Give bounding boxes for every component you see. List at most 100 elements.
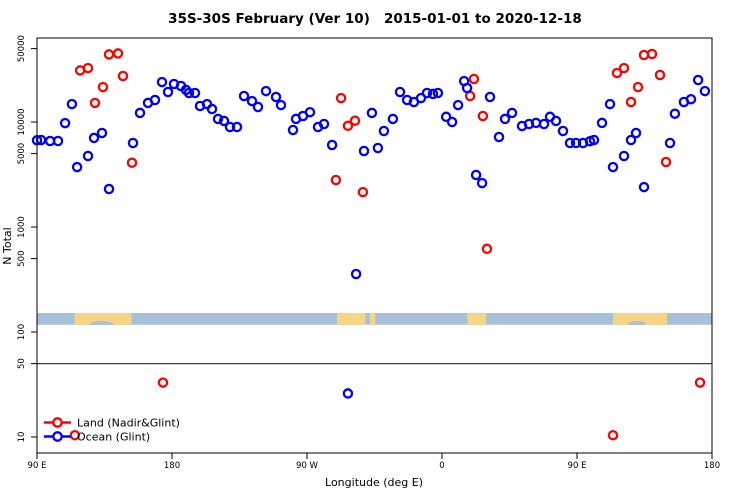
data-point-ocean (493, 131, 505, 143)
data-point-land (82, 62, 94, 74)
data-point-land (157, 377, 169, 388)
data-point-ocean (415, 92, 427, 104)
chart-title: 35S-30S February (Ver 10) 2015-01-01 to … (168, 11, 582, 27)
data-point-ocean (246, 95, 258, 107)
y-tick-label: 500 (17, 250, 27, 266)
data-point-ocean (162, 86, 174, 98)
data-point-ocean (156, 76, 168, 88)
data-point-land (477, 110, 489, 122)
data-point-ocean (304, 106, 316, 118)
data-point-land (660, 156, 672, 168)
land-patch (467, 312, 487, 325)
data-point-land (618, 62, 630, 74)
data-point-land (103, 49, 115, 60)
y-tick-label: 5000 (17, 143, 27, 165)
data-point-ocean (421, 87, 433, 99)
data-point-ocean (366, 107, 378, 119)
data-point-land (330, 174, 342, 186)
data-point-land (69, 429, 81, 441)
data-point-ocean (699, 85, 711, 97)
data-point-ocean (358, 145, 370, 157)
data-point-ocean (638, 181, 650, 193)
x-tick-label: 0 (439, 461, 444, 471)
data-point-ocean (470, 169, 482, 181)
coast-notch (626, 320, 648, 325)
data-point-ocean (88, 132, 100, 144)
data-point-land (342, 120, 354, 132)
y-tick-label: 50000 (17, 35, 27, 62)
data-point-ocean (206, 103, 218, 115)
data-point-ocean (588, 134, 600, 146)
data-point-land (335, 92, 347, 104)
data-point-land (89, 97, 101, 109)
data-point-land (632, 81, 644, 93)
data-point-ocean (82, 150, 94, 162)
data-point-land (357, 186, 369, 198)
data-point-ocean (218, 115, 230, 127)
data-point-land (97, 81, 109, 93)
data-point-ocean (461, 82, 473, 94)
data-point-ocean (378, 125, 390, 137)
data-point-ocean (342, 388, 354, 399)
data-point-ocean (669, 108, 681, 119)
data-point-ocean (149, 94, 161, 106)
data-point-ocean (350, 268, 362, 280)
data-point-land (607, 429, 619, 441)
y-tick-label: 10 (17, 432, 27, 443)
data-point-land (117, 70, 129, 82)
data-point-land (611, 67, 623, 79)
land-patch (613, 312, 667, 325)
land-patch (370, 312, 376, 325)
data-point-ocean (71, 161, 83, 173)
y-tick-label: 1000 (17, 216, 27, 238)
legend-symbol-point (52, 431, 63, 442)
data-point-ocean (96, 127, 108, 139)
data-point-ocean (252, 101, 264, 113)
data-point-ocean (189, 87, 201, 99)
data-point-ocean (446, 116, 458, 128)
data-point-ocean (625, 134, 637, 146)
data-point-ocean (287, 124, 299, 136)
data-point-land (694, 377, 706, 388)
y-tick-label: 50 (17, 358, 27, 369)
data-point-ocean (557, 125, 569, 137)
data-point-ocean (630, 127, 642, 139)
data-point-land (112, 48, 124, 59)
data-point-land (646, 48, 658, 60)
data-point-land (468, 73, 480, 85)
x-tick-label: 180 (164, 461, 180, 471)
data-point-ocean (618, 150, 630, 162)
x-tick-label: 90 E (28, 461, 47, 471)
data-point-land (625, 96, 637, 108)
x-tick-label: 180 (704, 461, 720, 471)
data-point-ocean (212, 113, 224, 125)
data-point-ocean (664, 137, 676, 149)
data-point-ocean (224, 121, 236, 133)
legend-item-label: Ocean (Glint) (77, 430, 150, 443)
data-point-ocean (372, 142, 384, 154)
data-point-ocean (427, 88, 439, 100)
data-point-ocean (432, 87, 444, 99)
legend-symbol-point (52, 417, 63, 428)
data-points-ocean (31, 74, 711, 399)
data-point-ocean (394, 86, 406, 98)
land-patch (74, 312, 132, 325)
data-point-ocean (692, 74, 704, 86)
data-point-ocean (452, 99, 464, 111)
data-point-ocean (604, 98, 616, 110)
data-point-ocean (52, 135, 64, 147)
data-point-land (126, 157, 138, 168)
y-axis-label: N Total (1, 227, 14, 264)
data-point-ocean (476, 177, 488, 189)
data-point-ocean (66, 98, 78, 110)
data-point-ocean (127, 137, 139, 149)
data-point-ocean (538, 118, 550, 130)
y-tick-label: 10000 (17, 108, 27, 135)
data-point-ocean (607, 161, 619, 173)
data-point-ocean (231, 121, 243, 133)
data-point-ocean (564, 137, 576, 149)
y-axis: 10 50 100 500 1000 5000 10000 50000 (17, 35, 37, 442)
data-point-ocean (499, 113, 511, 125)
